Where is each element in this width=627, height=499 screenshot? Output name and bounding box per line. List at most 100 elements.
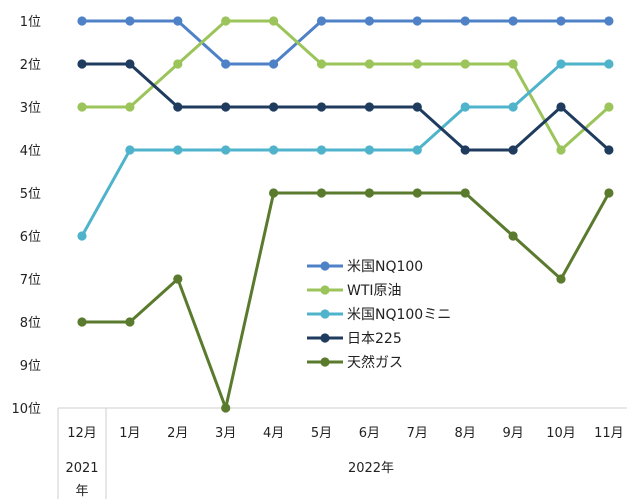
data-point <box>269 102 279 112</box>
data-point <box>316 16 327 26</box>
data-point <box>221 59 231 69</box>
legend-label: 米国NQ100ミニ <box>347 307 451 323</box>
y-tick-label: 3位 <box>20 101 41 116</box>
data-point <box>508 16 518 26</box>
series-line <box>80 62 611 152</box>
data-point <box>556 16 566 26</box>
data-point <box>77 231 87 241</box>
legend-label: WTI原油 <box>347 283 402 299</box>
data-point <box>604 102 614 112</box>
data-point <box>125 102 135 112</box>
data-point <box>460 145 470 155</box>
series-line <box>80 19 611 66</box>
y-tick-label: 1位 <box>20 15 41 30</box>
data-point <box>412 16 422 26</box>
data-point <box>364 16 374 26</box>
y-tick-label: 6位 <box>20 230 41 245</box>
y-tick-label: 2位 <box>20 58 41 73</box>
data-point <box>604 59 614 69</box>
data-point <box>77 317 87 327</box>
series-0 <box>77 16 614 69</box>
data-point <box>125 145 135 155</box>
x-tick-label: 8月 <box>455 426 476 441</box>
data-point <box>460 102 470 112</box>
year-label: 2021 年 <box>65 461 98 499</box>
data-point <box>125 59 135 69</box>
legend-swatch-marker <box>320 309 330 319</box>
data-point <box>77 59 87 69</box>
data-point <box>556 59 566 69</box>
data-point <box>316 188 327 198</box>
x-axis-frame <box>57 407 627 499</box>
data-point <box>173 274 183 284</box>
x-axis-year-labels: 2021 年 2022年 <box>65 461 394 499</box>
legend-label: 天然ガス <box>347 354 403 371</box>
data-point <box>460 188 470 198</box>
legend-item: 日本225 <box>307 331 402 347</box>
legend-swatch-marker <box>320 333 330 343</box>
data-point <box>508 231 518 241</box>
data-point <box>221 16 231 26</box>
data-point <box>460 16 470 26</box>
data-point <box>412 188 422 198</box>
y-tick-label: 7位 <box>20 273 41 288</box>
data-point <box>364 188 374 198</box>
y-tick-label: 9位 <box>20 359 41 374</box>
legend-item: 米国NQ100ミニ <box>307 307 451 323</box>
data-point <box>412 59 422 69</box>
x-tick-label: 10月 <box>546 426 576 441</box>
data-point <box>173 145 183 155</box>
data-point <box>173 102 183 112</box>
data-point <box>269 145 279 155</box>
x-tick-label: 11月 <box>594 426 624 441</box>
y-tick-label: 4位 <box>20 144 41 159</box>
data-point <box>125 16 135 26</box>
x-tick-label: 4月 <box>263 426 284 441</box>
data-point <box>604 188 614 198</box>
data-point <box>556 145 566 155</box>
data-point <box>221 145 231 155</box>
data-point <box>364 59 374 69</box>
data-point <box>508 145 518 155</box>
series-4 <box>77 188 614 413</box>
data-point <box>269 59 279 69</box>
data-point <box>604 16 614 26</box>
year-label: 2022年 <box>348 461 394 476</box>
data-point <box>364 102 374 112</box>
x-tick-label: 2月 <box>167 426 188 441</box>
legend-item: WTI原油 <box>307 283 402 299</box>
x-tick-label: 9月 <box>502 426 523 441</box>
data-point <box>173 59 183 69</box>
legend-label: 日本225 <box>347 331 402 347</box>
series-line <box>80 191 611 410</box>
y-tick-label: 10位 <box>11 402 41 417</box>
data-point <box>77 102 87 112</box>
x-tick-label: 12月 <box>67 426 97 441</box>
legend-item: 米国NQ100 <box>307 259 423 275</box>
y-tick-label: 8位 <box>20 316 41 331</box>
x-tick-label: 6月 <box>359 426 380 441</box>
series-line <box>80 19 611 152</box>
y-tick-label: 5位 <box>20 187 41 202</box>
series-2 <box>77 59 614 241</box>
series-line <box>80 62 611 238</box>
data-point <box>221 102 231 112</box>
series-lines <box>77 16 614 413</box>
data-point <box>508 102 518 112</box>
data-point <box>412 102 422 112</box>
x-tick-label: 1月 <box>119 426 140 441</box>
legend-swatch-marker <box>320 261 330 271</box>
x-axis-tick-labels: 12月 1月 2月 3月 4月 5月 6月 7月 8月 9月 10月 11月 <box>67 426 623 441</box>
data-point <box>556 102 566 112</box>
data-point <box>269 16 279 26</box>
series-1 <box>77 16 614 155</box>
data-point <box>221 403 231 413</box>
data-point <box>556 274 566 284</box>
data-point <box>316 102 327 112</box>
data-point <box>173 16 183 26</box>
legend-swatch-marker <box>320 285 330 295</box>
series-3 <box>77 59 614 155</box>
data-point <box>460 59 470 69</box>
